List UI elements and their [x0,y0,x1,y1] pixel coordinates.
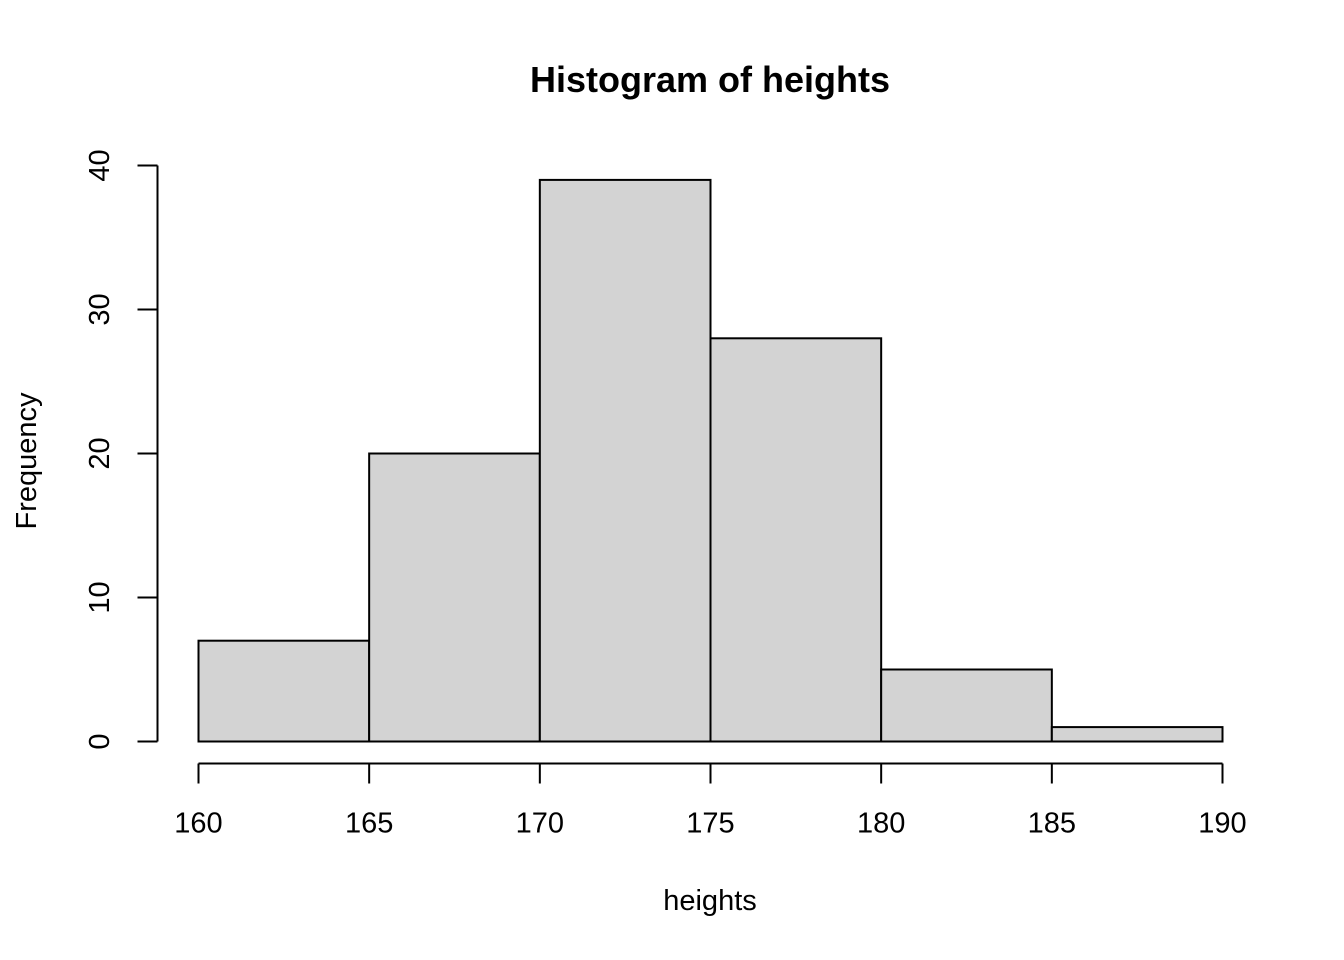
x-tick-label-170: 170 [516,808,564,840]
x-tick-label-180: 180 [857,808,905,840]
y-tick-label-30: 30 [84,293,116,325]
histogram-bar-175-180 [709,337,883,743]
x-tick-label-160: 160 [174,808,222,840]
histogram-bar-170-175 [538,178,712,743]
y-axis: 0 10 20 30 40 [84,149,159,750]
x-tick-label-175: 175 [686,808,734,840]
histogram-bars [197,178,1224,743]
chart-title: Histogram of heights [530,59,890,100]
x-axis-label: heights [663,885,757,917]
histogram-bar-165-170 [368,452,541,743]
y-axis-label: Frequency [11,392,43,530]
y-tick-label-0: 0 [84,733,116,749]
x-tick-label-190: 190 [1198,808,1246,840]
y-tick-label-20: 20 [84,437,116,469]
histogram-bar-160-165 [197,639,371,743]
x-axis: 160 165 170 175 180 185 190 [174,762,1247,840]
x-tick-label-165: 165 [345,808,393,840]
histogram-bar-185-190 [1050,726,1224,743]
x-tick-label-185: 185 [1028,808,1076,840]
y-tick-label-10: 10 [84,581,116,613]
histogram-bar-180-185 [880,668,1053,743]
y-tick-label-40: 40 [84,149,116,181]
